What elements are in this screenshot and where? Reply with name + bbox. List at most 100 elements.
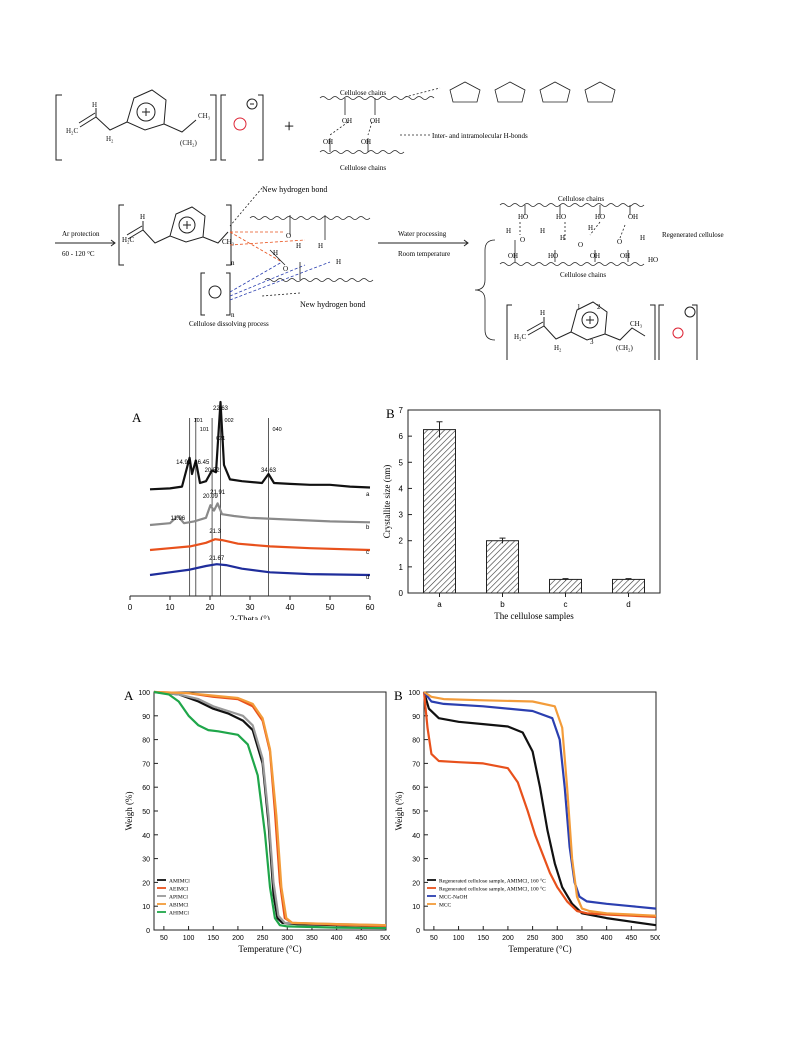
legend-label: Regenerated cellulose sample, AMIMCl, 16…: [439, 878, 546, 885]
svg-text:(CH₂): (CH₂): [616, 344, 633, 352]
peak-label: 34.63: [261, 468, 277, 474]
svg-text:H: H: [336, 258, 341, 266]
svg-text:n: n: [231, 311, 235, 319]
anion-bracket-left: [220, 94, 226, 161]
peak-label: 21.3: [209, 529, 221, 535]
x-tick-label: 20: [206, 603, 215, 612]
series-line: [423, 691, 657, 910]
y-tick-label: 80: [142, 738, 150, 745]
legend-label: APIMCl: [169, 895, 188, 901]
y-tick-label: 10: [142, 904, 150, 911]
legend-label: ABIMCl: [169, 903, 189, 909]
svg-text:CH₃: CH₃: [222, 238, 235, 246]
svg-text:+: +: [284, 116, 294, 136]
legend-label: Regenerated cellulose sample, AMIMCl, 10…: [439, 886, 546, 893]
x-tick-label: 50: [160, 935, 168, 942]
x-tick-label: 250: [527, 935, 539, 942]
x-tick-label: 350: [576, 935, 588, 942]
svg-text:OH: OH: [361, 138, 371, 146]
peak-label: 20.52: [205, 468, 221, 474]
svg-text:H: H: [540, 227, 545, 235]
series-line: [422, 691, 657, 927]
svg-text:OH: OH: [628, 213, 638, 221]
y-tick-label: 70: [412, 761, 420, 768]
y-axis-label: Weigh (%): [124, 791, 134, 830]
svg-text:H: H: [640, 234, 645, 242]
reference-line-label: 1̄01: [194, 418, 203, 424]
legend-label: AMIMCl: [169, 879, 190, 885]
x-tick-label: 400: [601, 935, 613, 942]
svg-text:H: H: [140, 213, 145, 221]
x-tick-label: 50: [326, 603, 335, 612]
series-label: a: [366, 492, 370, 498]
svg-text:Regenerated cellulose: Regenerated cellulose: [662, 231, 724, 239]
x-tick-label: 450: [355, 935, 367, 942]
y-tick-label: 0: [399, 589, 404, 598]
x-tick-label: 60: [366, 603, 375, 612]
y-tick-label: 100: [138, 690, 150, 697]
legend-label: AHIMCl: [169, 911, 189, 917]
anion-bracket-right: [258, 94, 264, 161]
legend-label: AEIMCl: [169, 887, 189, 893]
x-tick-label: 450: [625, 935, 637, 942]
y-tick-label: 50: [142, 809, 150, 816]
x-tick-label: d: [626, 600, 630, 609]
svg-text:(CH₂): (CH₂): [180, 139, 197, 147]
y-tick-label: 0: [416, 928, 420, 935]
reference-line-label: 040: [273, 427, 282, 433]
svg-text:CH₃: CH₃: [198, 112, 211, 120]
peak-label: 16.45: [194, 460, 210, 466]
x-tick-label: 100: [453, 935, 465, 942]
svg-text:HO: HO: [648, 256, 658, 264]
panel-label: A: [132, 410, 142, 425]
peak-label: 20.09: [203, 494, 219, 500]
x-tick-label: 150: [477, 935, 489, 942]
y-tick-label: 10: [412, 904, 420, 911]
svg-text:H₂C: H₂C: [122, 236, 134, 244]
y-tick-label: 50: [412, 809, 420, 816]
svg-text:HO: HO: [595, 213, 605, 221]
series-line-d: [149, 563, 371, 577]
tga-chart-cellulose: B 0 10 20 30 40 50 60 70 80 90 100 50 100 150 200 250 300…: [394, 688, 660, 954]
svg-text:H: H: [506, 227, 511, 235]
reaction-scheme: H H₂C H₂ CH₃ (CH₂) + Cellulose chains OH…: [55, 81, 724, 360]
y-tick-label: 5: [399, 458, 404, 467]
y-tick-label: 20: [412, 880, 420, 887]
x-tick-label: 100: [183, 935, 195, 942]
svg-text:Ar protection: Ar protection: [62, 230, 100, 238]
peak-label: 21.67: [209, 556, 225, 562]
svg-text:H₂: H₂: [554, 344, 562, 352]
panel-label: B: [394, 688, 403, 703]
legend-label: MCC-NaOH: [439, 895, 467, 901]
svg-text:H: H: [92, 101, 97, 109]
svg-text:OH: OH: [508, 252, 518, 260]
x-tick-label: a: [437, 600, 442, 609]
svg-text:n: n: [231, 259, 235, 267]
y-tick-label: 70: [142, 761, 150, 768]
bar-c: [549, 578, 582, 594]
svg-text:3: 3: [590, 338, 594, 346]
bracket-left: [55, 94, 62, 161]
series-line: [153, 690, 387, 927]
y-tick-label: 30: [412, 857, 420, 864]
panel-label: A: [124, 688, 134, 703]
svg-text:New hydrogen bond: New hydrogen bond: [262, 185, 327, 194]
svg-text:Cellulose chains: Cellulose chains: [340, 89, 386, 97]
svg-text:Cellulose chains: Cellulose chains: [558, 195, 604, 203]
x-tick-label: 30: [246, 603, 255, 612]
plot-frame: [153, 691, 387, 931]
x-axis-label: Temperature (°C): [508, 944, 571, 954]
x-tick-label: 250: [257, 935, 269, 942]
series-line: [153, 690, 387, 927]
series-label: d: [366, 575, 369, 581]
x-tick-label: 200: [232, 935, 244, 942]
svg-text:HO: HO: [556, 213, 566, 221]
y-tick-label: 7: [399, 406, 404, 415]
bar-b: [486, 540, 519, 594]
svg-text:O: O: [617, 238, 622, 246]
x-axis-label: The cellulose samples: [494, 611, 574, 621]
y-axis-label: Weigh (%): [394, 791, 404, 830]
svg-text:Cellulose dissolving process: Cellulose dissolving process: [189, 320, 269, 328]
x-tick-label: c: [564, 600, 568, 609]
svg-text:O: O: [578, 241, 583, 249]
